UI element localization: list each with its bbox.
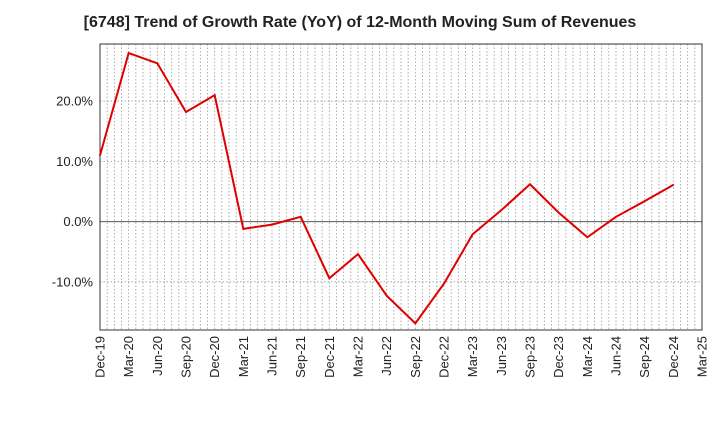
x-tick-label: Mar-21 xyxy=(236,336,251,377)
data-point xyxy=(557,211,560,214)
x-tick-label: Jun-22 xyxy=(379,336,394,376)
data-point xyxy=(213,94,216,97)
x-tick-label: Sep-21 xyxy=(293,336,308,378)
data-point xyxy=(471,233,474,236)
data-point xyxy=(357,253,359,256)
data-point xyxy=(299,215,302,218)
x-tick-label: Dec-21 xyxy=(322,336,337,378)
data-point xyxy=(99,154,101,157)
x-tick-label: Sep-22 xyxy=(408,336,423,378)
x-tick-label: Jun-20 xyxy=(150,336,165,376)
data-point xyxy=(127,52,130,54)
x-tick-label: Dec-23 xyxy=(551,336,566,378)
data-point xyxy=(185,111,187,113)
x-tick-label: Jun-24 xyxy=(609,336,624,376)
x-tick-label: Sep-20 xyxy=(179,336,194,378)
data-point xyxy=(414,322,417,325)
x-tick-label: Mar-20 xyxy=(121,336,136,377)
x-tick-label: Dec-20 xyxy=(207,336,222,378)
data-point xyxy=(443,282,445,285)
y-tick-label: 20.0% xyxy=(56,94,93,109)
plot-frame xyxy=(99,43,703,331)
data-point xyxy=(156,62,159,65)
x-tick-label: Sep-23 xyxy=(523,336,538,378)
data-point xyxy=(586,236,589,239)
data-point xyxy=(672,183,675,186)
x-tick-label: Jun-23 xyxy=(494,336,509,376)
data-point xyxy=(242,227,245,230)
x-tick-label: Jun-21 xyxy=(265,336,280,376)
data-point xyxy=(615,215,617,218)
data-point xyxy=(529,183,531,186)
x-tick-label: Mar-23 xyxy=(465,336,480,377)
y-tick-label: 0.0% xyxy=(63,214,93,229)
data-point xyxy=(271,223,273,226)
y-tick-label: -10.0% xyxy=(52,274,94,289)
x-tick-label: Mar-22 xyxy=(351,336,366,377)
data-point xyxy=(328,277,331,280)
x-tick-label: Mar-24 xyxy=(580,336,595,377)
x-tick-label: Dec-19 xyxy=(93,336,108,378)
x-tick-label: Sep-24 xyxy=(637,336,652,378)
chart-title: [6748] Trend of Growth Rate (YoY) of 12-… xyxy=(83,14,637,31)
data-point xyxy=(643,200,646,203)
data-point xyxy=(385,294,388,297)
data-point xyxy=(500,209,503,212)
y-tick-label: 10.0% xyxy=(56,154,93,169)
x-tick-label: Mar-25 xyxy=(695,336,710,377)
x-tick-label: Dec-22 xyxy=(437,336,452,378)
x-tick-label: Dec-24 xyxy=(666,336,681,378)
